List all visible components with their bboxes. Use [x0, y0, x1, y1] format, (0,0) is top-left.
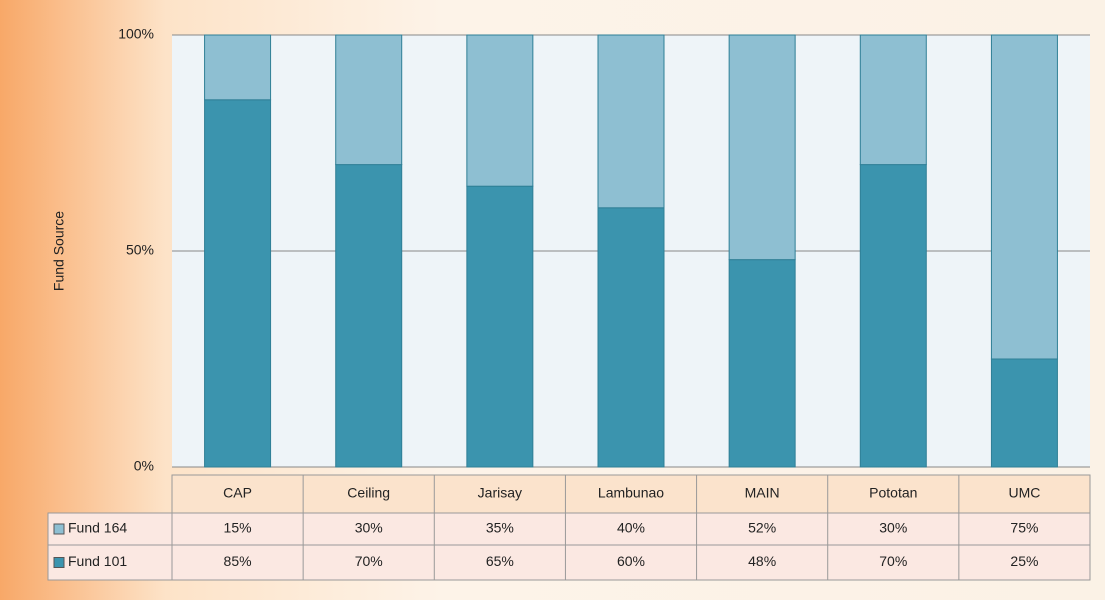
y-axis-label: Fund Source: [51, 211, 67, 291]
x-tick-label: MAIN: [745, 485, 780, 501]
x-tick-label: Jarisay: [478, 485, 522, 501]
data-label: 85%: [224, 553, 252, 569]
legend-label: Fund 164: [68, 520, 127, 536]
y-tick-label: 0%: [134, 458, 154, 474]
x-tick-label: UMC: [1008, 485, 1040, 501]
bar-segment: [728, 259, 796, 468]
data-label: 48%: [748, 553, 776, 569]
bar-segment: [597, 207, 665, 468]
bar-segment: [466, 185, 534, 468]
data-label: 75%: [1010, 520, 1038, 536]
data-label: 70%: [879, 553, 907, 569]
bar-segment: [990, 358, 1058, 468]
x-tick-label: Lambunao: [598, 485, 664, 501]
x-tick-label: Ceiling: [347, 485, 390, 501]
x-tick-label: Pototan: [869, 485, 917, 501]
x-tick-label: CAP: [223, 485, 252, 501]
data-label: 40%: [617, 520, 645, 536]
bar-segment: [204, 34, 272, 101]
bar-segment: [466, 34, 534, 187]
data-label: 60%: [617, 553, 645, 569]
y-tick-label: 50%: [126, 242, 154, 258]
bar-segment: [335, 164, 403, 468]
data-label: 25%: [1010, 553, 1038, 569]
bar-segment: [859, 34, 927, 166]
bar-segment: [204, 99, 272, 468]
bar-segment: [597, 34, 665, 209]
data-label: 15%: [224, 520, 252, 536]
data-label: 65%: [486, 553, 514, 569]
bar-segment: [990, 34, 1058, 360]
bar-segment: [859, 164, 927, 468]
legend-swatch: [53, 523, 65, 535]
data-label: 35%: [486, 520, 514, 536]
data-label: 30%: [355, 520, 383, 536]
bar-segment: [335, 34, 403, 166]
table-bg: [47, 512, 1091, 581]
bar-segment: [728, 34, 796, 261]
y-tick-label: 100%: [118, 26, 154, 42]
data-label: 52%: [748, 520, 776, 536]
legend-swatch: [53, 557, 65, 568]
data-label: 30%: [879, 520, 907, 536]
data-label: 70%: [355, 553, 383, 569]
legend-label: Fund 101: [68, 553, 127, 569]
